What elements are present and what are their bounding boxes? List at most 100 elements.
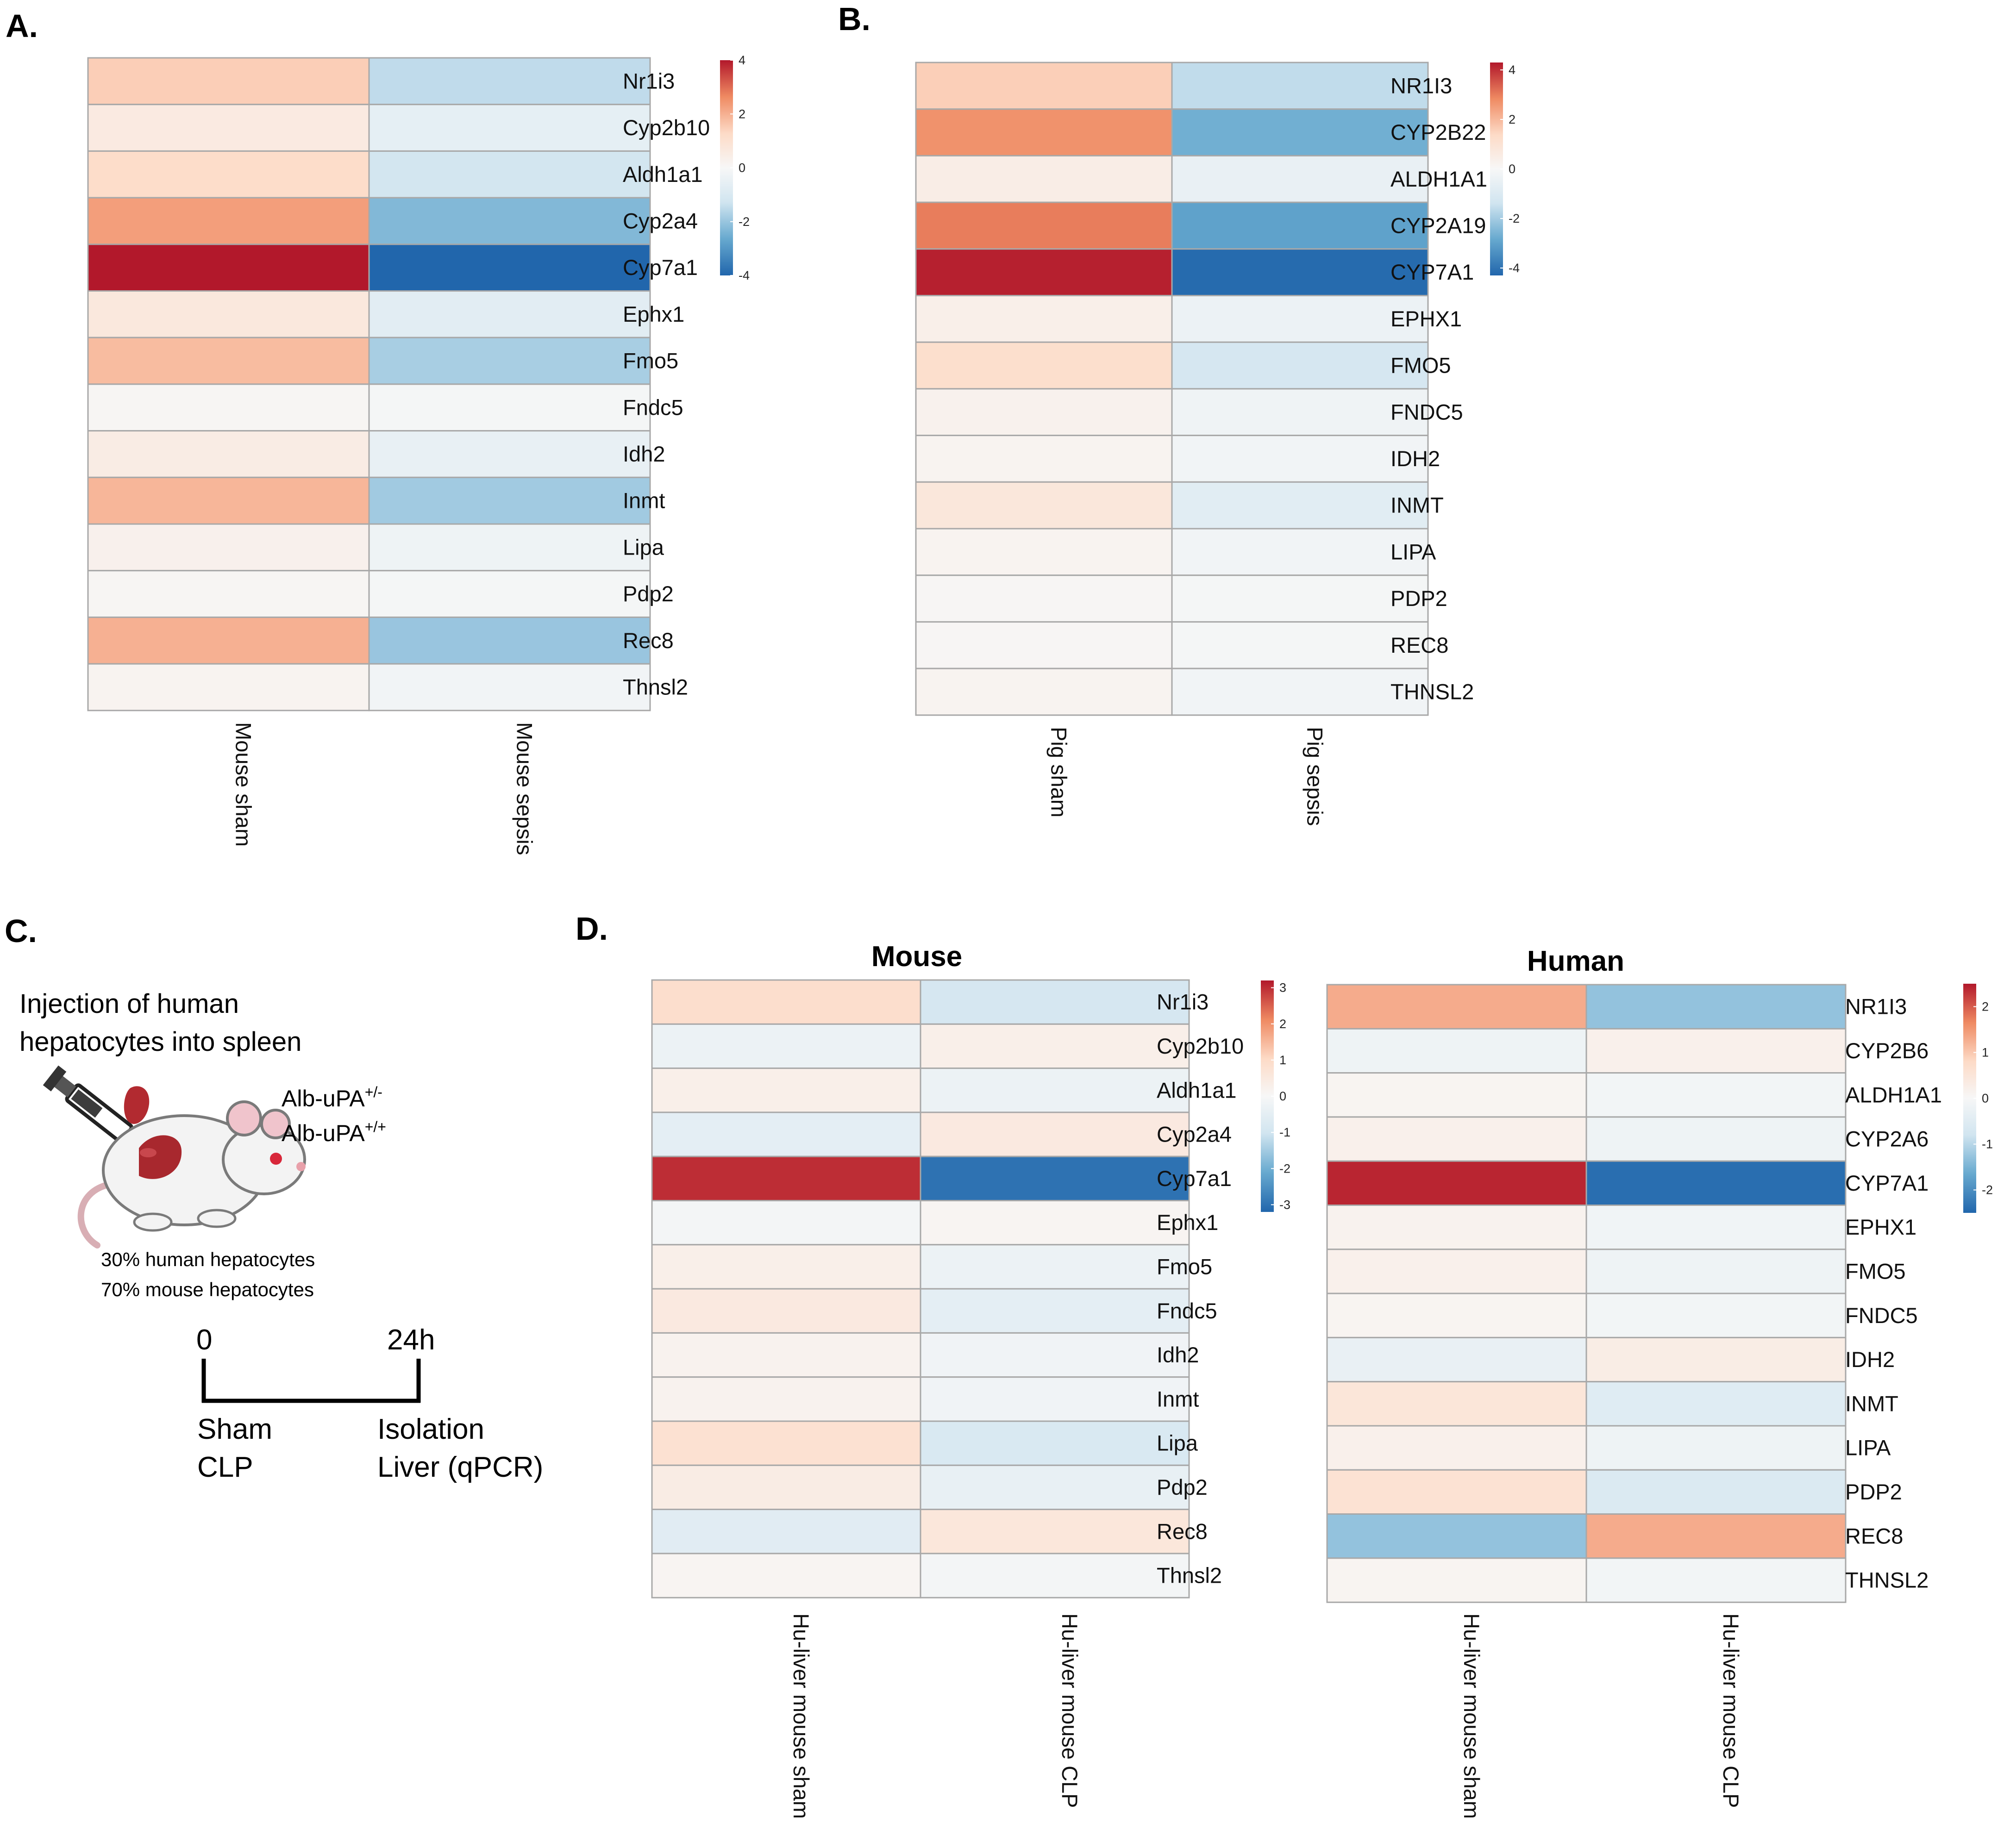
row-label: Ephx1 — [1157, 1210, 1218, 1235]
heatmap-cell — [368, 150, 651, 199]
row-label: CYP7A1 — [1390, 260, 1474, 284]
heatmap-cell — [920, 1509, 1190, 1555]
scale-tick-label: -2 — [1982, 1183, 1993, 1197]
timepoint-start: 0 — [196, 1324, 212, 1356]
panel-letter: A. — [6, 8, 38, 44]
heatmap-cell — [87, 57, 370, 106]
row-label: Idh2 — [1157, 1342, 1199, 1367]
heatmap-cell — [87, 337, 370, 385]
row-label: Pdp2 — [623, 581, 674, 606]
row-label: Cyp7a1 — [623, 255, 698, 280]
row-label: Fmo5 — [1157, 1254, 1212, 1279]
heatmap-cell — [368, 290, 651, 338]
heatmap-cell — [915, 528, 1173, 576]
scale-tick-label: 4 — [1509, 63, 1516, 77]
heatmap-cell — [1585, 1292, 1847, 1338]
column-label: Hu-liver mouse sham — [1459, 1613, 1484, 1819]
heatmap-cell — [915, 155, 1173, 203]
heatmap-cell — [1171, 201, 1429, 250]
heatmap-cell — [920, 1553, 1190, 1598]
heatmap-cell — [651, 1332, 921, 1378]
heatmap-cell — [1326, 1292, 1587, 1338]
row-label: Fmo5 — [623, 349, 678, 373]
row-label: Cyp7a1 — [1157, 1166, 1232, 1191]
heatmap-cell — [87, 290, 370, 338]
row-label: THNSL2 — [1845, 1568, 1929, 1592]
heatmap-cell — [651, 1420, 921, 1466]
row-label: EPHX1 — [1390, 306, 1462, 331]
heatmap-cell — [368, 663, 651, 712]
heatmap-cell — [651, 1111, 921, 1157]
column-label: Pig sham — [1047, 727, 1071, 818]
heatmap-cell — [87, 616, 370, 665]
row-label: Cyp2b10 — [1157, 1034, 1244, 1058]
heatmap-cell — [651, 1244, 921, 1290]
heatmap-panel-d-mouse: D. Mouse Nr1i3 Cyp2b10 Aldh1a1 Cyp2a4 Cyp7a1 Ep… — [576, 911, 1290, 1819]
heatmap-cell — [87, 197, 370, 245]
panel-letter: B. — [838, 1, 870, 37]
heatmap-cell — [1171, 295, 1429, 343]
hepatocyte-human-share: 30% human hepatocytes — [101, 1249, 315, 1270]
heatmap-cell — [651, 1464, 921, 1511]
row-label: Inmt — [623, 488, 665, 513]
row-label: LIPA — [1390, 539, 1436, 564]
heatmap-cell — [915, 621, 1173, 669]
heatmap-cell — [651, 979, 921, 1025]
heatmap-cell — [1171, 155, 1429, 203]
row-label: Thnsl2 — [623, 674, 688, 699]
heatmap-cell — [1585, 1116, 1847, 1162]
heatmap-cell — [1326, 1557, 1587, 1603]
scale-tick-label: 2 — [1279, 1017, 1286, 1031]
heatmap-cell — [920, 1155, 1190, 1201]
row-label: Fndc5 — [1157, 1299, 1217, 1323]
syringe-icon — [43, 1065, 157, 1159]
panel-letter: D. — [576, 911, 608, 947]
heatmap-cell — [915, 201, 1173, 250]
heatmap-cell — [920, 1023, 1190, 1069]
heatmap-cell — [87, 383, 370, 432]
heatmap-cell — [368, 383, 651, 432]
scale-tick-label: 0 — [739, 161, 745, 175]
heatmap-cell — [920, 1464, 1190, 1511]
panel-letter-c: C. — [5, 913, 37, 949]
scale-tick-label: -3 — [1279, 1198, 1290, 1211]
heatmap-cell — [1171, 108, 1429, 156]
heatmap-cell — [368, 430, 651, 478]
heatmap-panel-b: B. NR1I3 CYP2B22 ALDH1A1 CYP2A19 CYP7A1 EPHX1 F… — [838, 1, 1520, 826]
heatmap-cell — [1585, 1205, 1847, 1250]
scale-tick-label: -2 — [1509, 212, 1520, 225]
row-label: REC8 — [1390, 633, 1448, 657]
row-label: Inmt — [1157, 1386, 1199, 1411]
heatmap-cell — [920, 1288, 1190, 1334]
timepoint-end: 24h — [387, 1324, 435, 1356]
row-label: INMT — [1390, 493, 1444, 518]
heatmap-cell — [1171, 668, 1429, 716]
heatmap-cell — [368, 523, 651, 572]
endpoint-isolation: Isolation — [377, 1413, 484, 1445]
row-label: INMT — [1845, 1391, 1898, 1416]
heatmap-cell — [1171, 341, 1429, 390]
heatmap-cell — [651, 1068, 921, 1113]
scale-tick-label: -1 — [1279, 1125, 1290, 1139]
row-label: FMO5 — [1845, 1259, 1906, 1283]
row-label: ALDH1A1 — [1845, 1082, 1942, 1107]
heatmap-cell — [651, 1376, 921, 1422]
row-label: Cyp2a4 — [1157, 1122, 1232, 1147]
heatmap-panel-d-human: Human NR1I3 CYP2B6 ALDH1A1 CYP2A6 CYP7A1 EPHX1… — [1326, 945, 1993, 1819]
column-label: Mouse sham — [232, 722, 256, 847]
heatmap-cell — [651, 1023, 921, 1069]
heatmap-cell — [1326, 1513, 1587, 1559]
heatmap-cell — [1585, 1160, 1847, 1206]
scale-tick-label: 0 — [1279, 1089, 1286, 1103]
heatmap-cell — [87, 243, 370, 292]
scale-tick-label: -2 — [1279, 1161, 1290, 1175]
heatmap-cell — [368, 476, 651, 525]
heatmap-cell — [920, 1244, 1190, 1290]
heatmap-cell — [1585, 1072, 1847, 1118]
heatmap-cell — [368, 197, 651, 245]
panel-c: C. Injection of human hepatocytes into s… — [5, 913, 543, 1483]
mouse-icon — [77, 1086, 306, 1249]
heatmap-cell — [915, 62, 1173, 110]
heatmap-cell — [87, 430, 370, 478]
